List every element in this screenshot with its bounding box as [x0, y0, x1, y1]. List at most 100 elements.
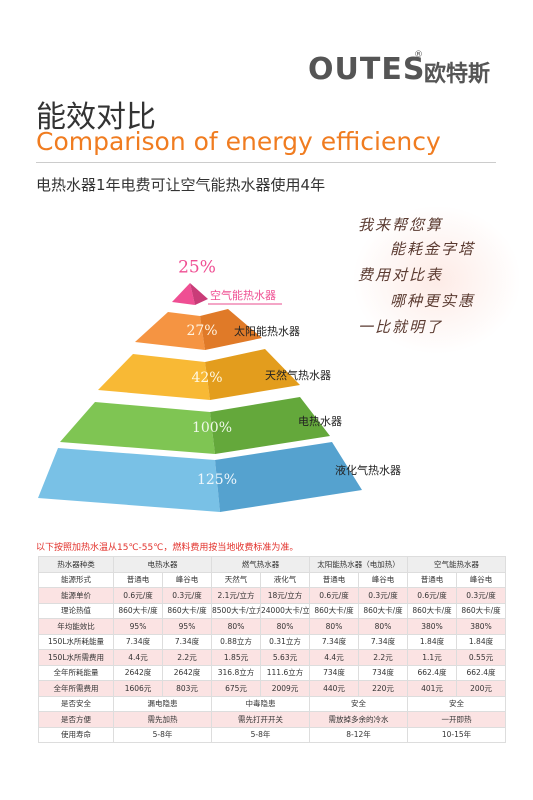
row-label: 能源单价 [38, 587, 114, 604]
table-cell: 2.1元/立方 [211, 587, 261, 604]
table-cell: 0.6元/度 [309, 587, 359, 604]
row-label: 使用寿命 [38, 726, 114, 743]
table-cell: 380% [407, 618, 457, 635]
level-label: 液化气热水器 [335, 463, 401, 477]
tier [215, 442, 362, 512]
table-cell: 2.2元 [358, 649, 408, 666]
table-cell: 1.84度 [407, 633, 457, 650]
table-cell: 675元 [211, 680, 261, 697]
bubble-line: 能耗金字塔 [390, 240, 476, 258]
tier [135, 312, 205, 350]
table-cell: 80% [260, 618, 310, 635]
table-cell: 0.3元/度 [162, 587, 212, 604]
row-label: 150L水所需费用 [38, 649, 114, 666]
table-cell: 普通电 [309, 571, 359, 588]
table-cell: 220元 [358, 680, 408, 697]
level-label: 电热水器 [298, 415, 342, 428]
header-cell: 太阳能热水器（电加热） [309, 556, 408, 573]
table-cell: 峰谷电 [456, 571, 506, 588]
header-cell: 热水器种类 [38, 556, 114, 573]
table-cell: 0.3元/度 [358, 587, 408, 604]
table-cell: 天然气 [211, 571, 261, 588]
tier [200, 309, 262, 350]
table-cell: 95% [162, 618, 212, 635]
row-label: 全年所耗能量 [38, 664, 114, 681]
table-cell: 1.1元 [407, 649, 457, 666]
table-cell: 8-12年 [309, 726, 408, 743]
header-cell: 燃气热水器 [211, 556, 310, 573]
level-label: 空气能热水器 [210, 288, 276, 302]
table-row: 是否安全 漏电隐患 中毒隐患 安全 安全 [38, 695, 506, 712]
table-cell: 0.6元/度 [407, 587, 457, 604]
table-cell: 4.4元 [309, 649, 359, 666]
table-cell: 0.55元 [456, 649, 506, 666]
level-percent: 25% [178, 258, 216, 278]
table-cell: 1.85元 [211, 649, 261, 666]
row-label: 理论热值 [38, 602, 114, 619]
table-cell: 5.63元 [260, 649, 310, 666]
table-cell: 0.3元/度 [456, 587, 506, 604]
table-cell: 漏电隐患 [113, 695, 212, 712]
table-cell: 中毒隐患 [211, 695, 310, 712]
table-cell: 0.31立方 [260, 633, 310, 650]
table-cell: 普通电 [113, 571, 163, 588]
table-cell: 80% [211, 618, 261, 635]
level-percent: 125% [197, 472, 237, 488]
bubble-line: 费用对比表 [358, 266, 444, 284]
row-label: 能源形式 [38, 571, 114, 588]
table-cell: 860大卡/度 [309, 602, 359, 619]
table-cell: 734度 [358, 664, 408, 681]
table-row: 年均能效比 95% 95% 80% 80% 80% 80% 380% 380% [38, 618, 506, 635]
table-cell: 7.34度 [113, 633, 163, 650]
table-row: 150L水所需费用 4.4元 2.2元 1.85元 5.63元 4.4元 2.2元 1.1元 0… [38, 649, 506, 666]
table-cell: 0.6元/度 [113, 587, 163, 604]
table-cell: 401元 [407, 680, 457, 697]
table-row: 能源形式 普通电 峰谷电 天然气 液化气 普通电 峰谷电 普通电 峰谷电 [38, 571, 506, 588]
header-cell: 电热水器 [113, 556, 212, 573]
table-cell: 111.6立方 [260, 664, 310, 681]
row-label: 150L水所耗能量 [38, 633, 114, 650]
row-label: 是否安全 [38, 695, 114, 712]
table-cell: 1606元 [113, 680, 163, 697]
pyramid: 25% 空气能热水器 27% 太阳能热水器 42% 天然气热水器 100% 电热水器 125% 液… [38, 258, 401, 512]
header-cell: 空气能热水器 [407, 556, 506, 573]
table-row: 使用寿命 5-8年 5-8年 8-12年 10-15年 [38, 726, 506, 743]
table-cell: 18元/立方 [260, 587, 310, 604]
table-cell: 安全 [309, 695, 408, 712]
level-label: 天然气热水器 [265, 368, 331, 382]
table-cell: 860大卡/度 [113, 602, 163, 619]
table-cell: 2642度 [162, 664, 212, 681]
tier [205, 349, 300, 400]
table-cell: 7.34度 [309, 633, 359, 650]
tier [190, 283, 208, 305]
bubble-line: 我来帮您算 [358, 216, 444, 234]
table-cell: 7.34度 [358, 633, 408, 650]
table-cell: 5-8年 [113, 726, 212, 743]
brand-name-cn: 欧特斯 [424, 62, 491, 87]
table-cell: 0.88立方 [211, 633, 261, 650]
row-label: 是否方便 [38, 711, 114, 728]
note: 以下按照加热水温从15℃-55℃，燃料费用按当地收费标准为准。 [36, 543, 299, 553]
table-row: 150L水所耗能量 7.34度 7.34度 0.88立方 0.31立方 7.34度 7.34… [38, 633, 506, 650]
table-cell: 95% [113, 618, 163, 635]
table-row: 理论热值860大卡/度860大卡/度8500大卡/立方24000大卡/立方860… [38, 602, 506, 619]
subtitle: Comparison of energy efficiency [36, 127, 441, 156]
title: 能效对比 [36, 100, 156, 135]
table-cell: 803元 [162, 680, 212, 697]
table-cell: 8500大卡/立方 [211, 602, 261, 619]
tier [38, 448, 220, 512]
table-cell: 662.4度 [456, 664, 506, 681]
tagline: 电热水器1年电费可让空气能热水器使用4年 [36, 176, 326, 194]
table-cell: 需先加热 [113, 711, 212, 728]
table-cell: 普通电 [407, 571, 457, 588]
tier [98, 354, 210, 400]
table-cell: 662.4度 [407, 664, 457, 681]
table-cell: 4.4元 [113, 649, 163, 666]
table-cell: 2.2元 [162, 649, 212, 666]
tier [210, 397, 330, 454]
level-label: 太阳能热水器 [234, 324, 300, 338]
table-row: 能源单价 0.6元/度 0.3元/度 2.1元/立方 18元/立方 0.6元/度 0.3元/… [38, 587, 506, 604]
table-cell: 860大卡/度 [407, 602, 457, 619]
table-cell: 2642度 [113, 664, 163, 681]
